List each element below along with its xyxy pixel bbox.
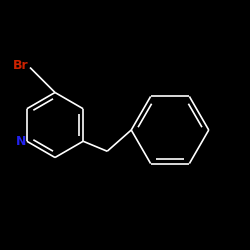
Text: Br: Br <box>13 59 28 72</box>
Text: N: N <box>16 135 26 148</box>
